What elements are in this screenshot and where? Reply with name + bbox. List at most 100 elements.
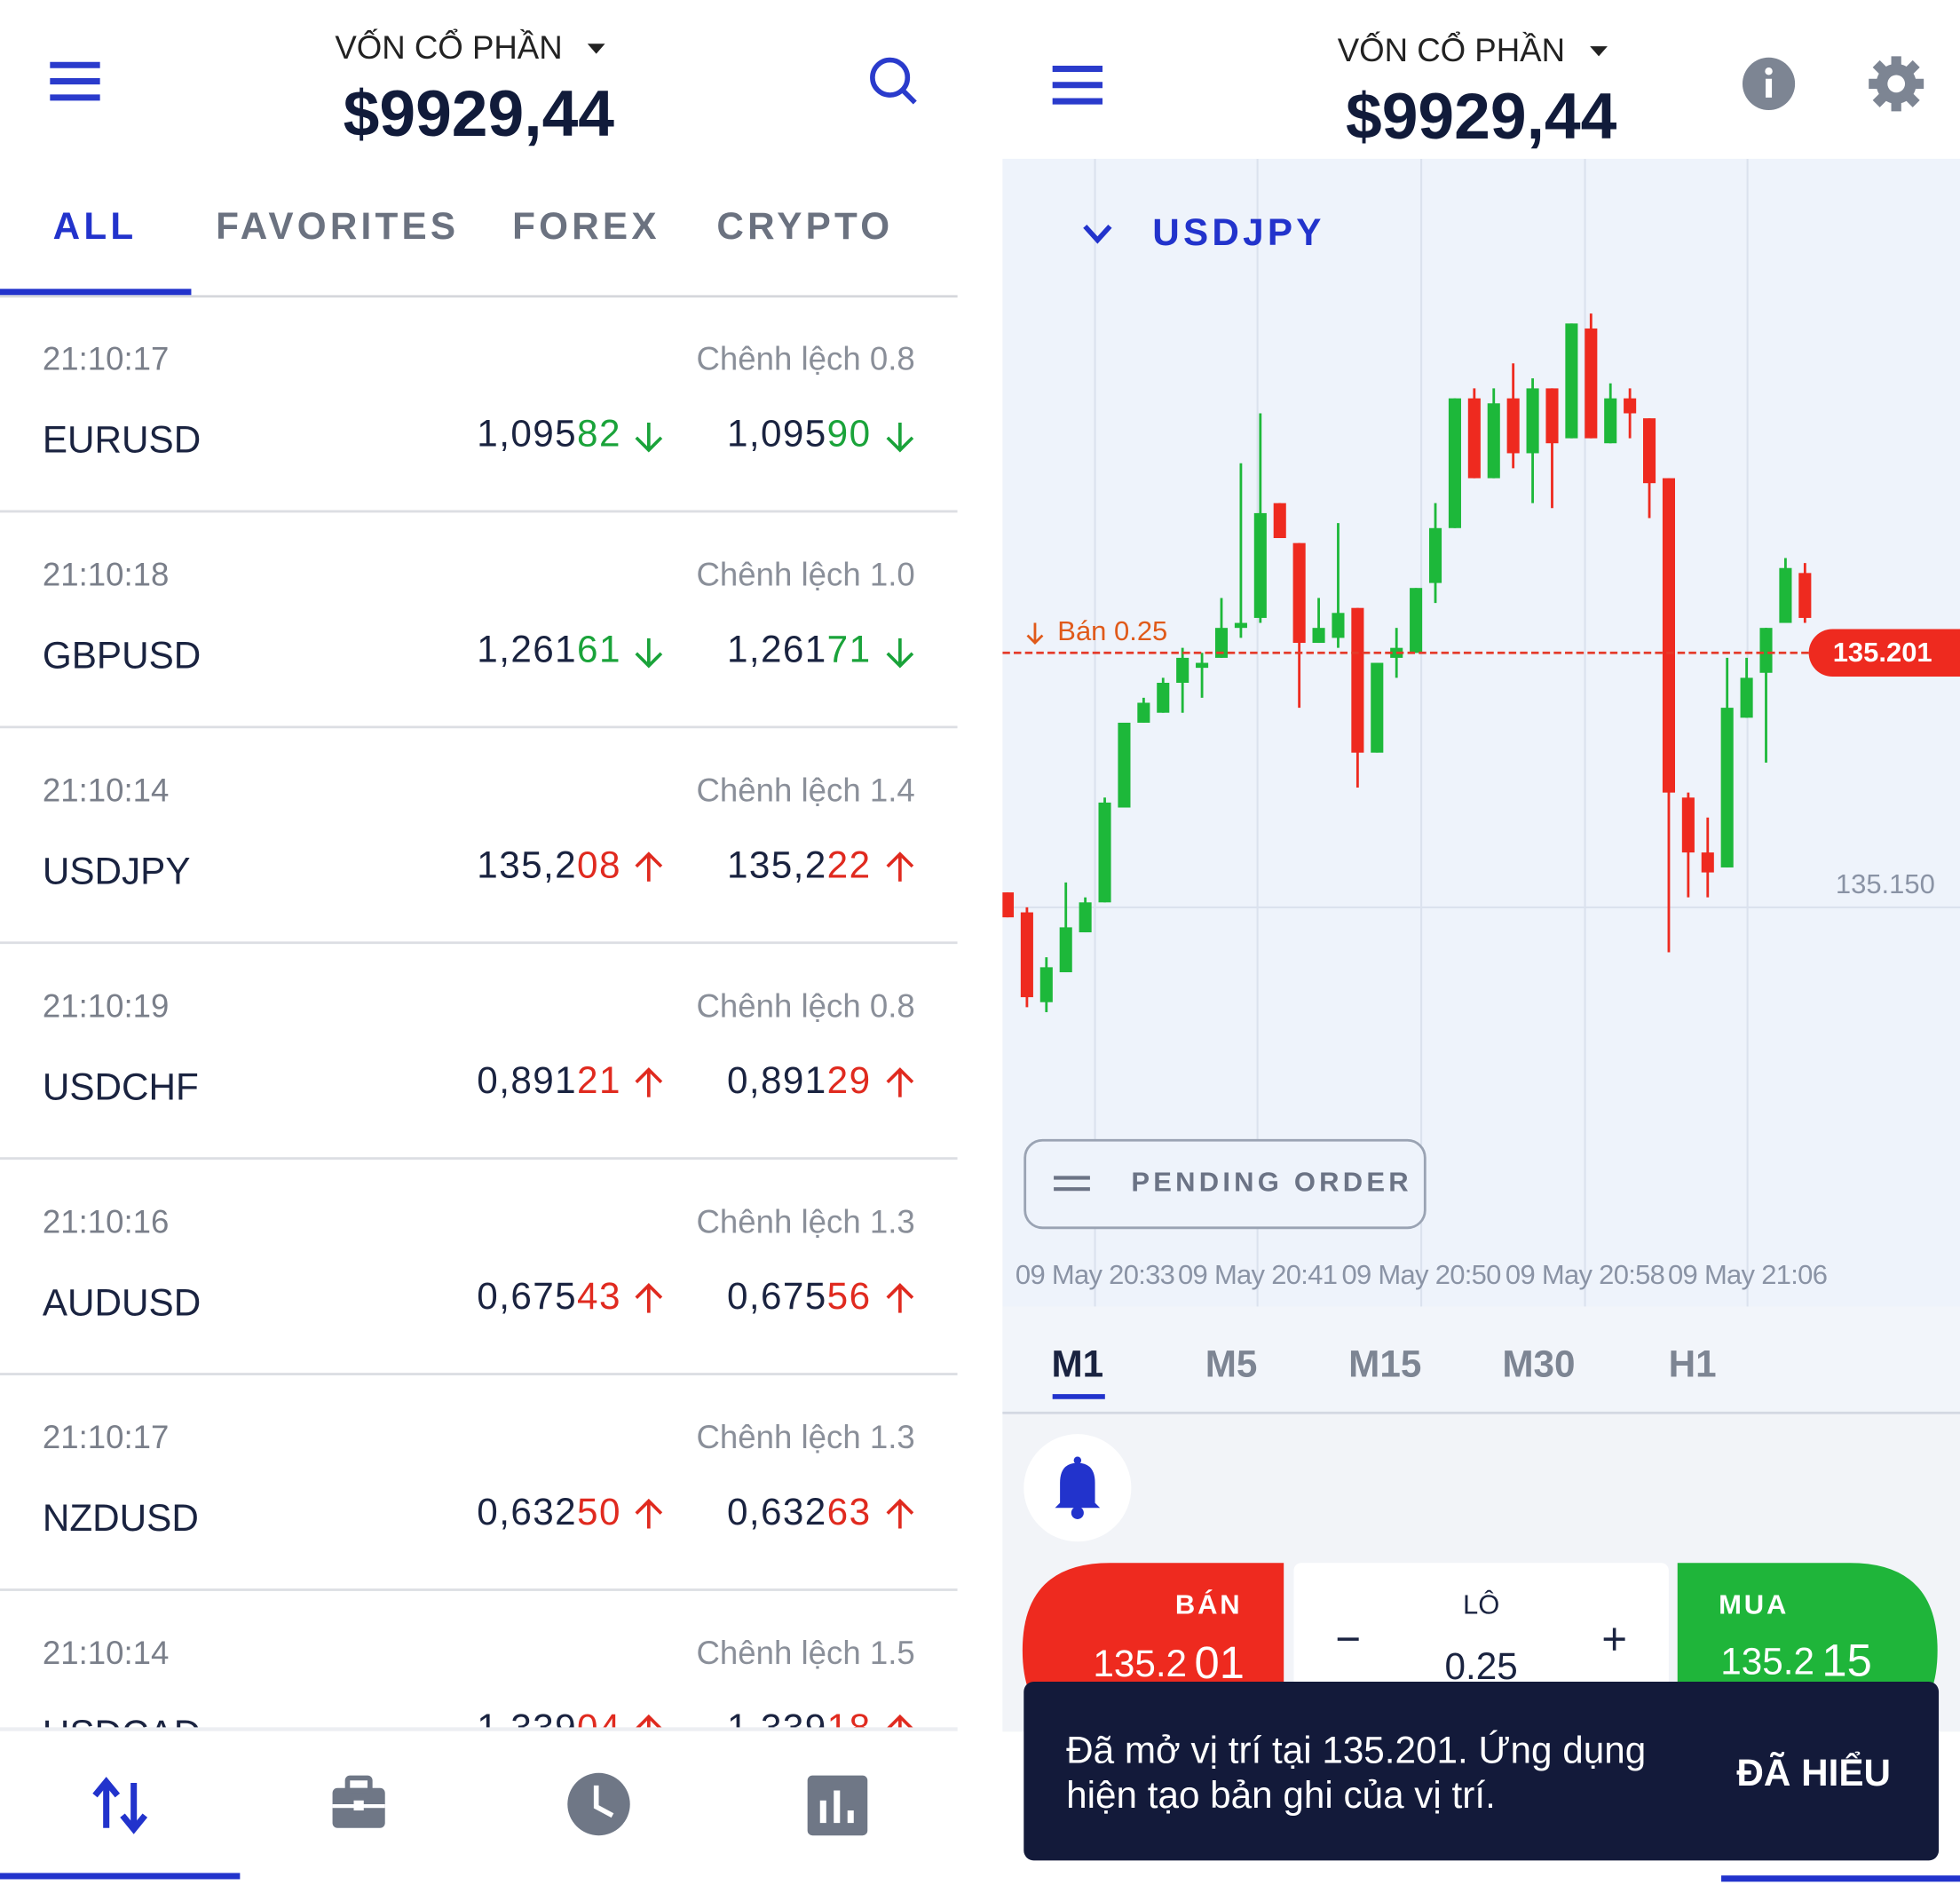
candlestick-chart: 135.150 135.201 Bán 0.25 [1002, 158, 1960, 1307]
pending-order-button[interactable]: PENDING ORDER [1023, 1138, 1427, 1230]
candle-body [1371, 662, 1384, 753]
trend-arrow [635, 1714, 663, 1730]
arrow-head [1026, 634, 1044, 646]
hamburger-menu[interactable] [50, 61, 100, 101]
position-label[interactable]: Bán 0.25 [1057, 615, 1167, 646]
trend-arrow [635, 1067, 663, 1097]
quote-time: 21:10:18 [43, 557, 170, 593]
arrow-head [635, 1067, 663, 1084]
candle-body [1585, 328, 1598, 439]
price-main: 1,261 [727, 629, 827, 670]
tab[interactable]: FAVORITES [216, 205, 459, 247]
candle-body [1487, 403, 1500, 479]
buy-price-pips[interactable]: 15 [1822, 1636, 1871, 1686]
trend-arrow [886, 851, 914, 882]
sell-label[interactable]: BÁN [1175, 1589, 1243, 1620]
tab[interactable]: ALL [53, 205, 138, 247]
candle-body [1002, 892, 1015, 918]
quote-ask: 1,33918 [727, 1707, 872, 1748]
equity-label[interactable]: VỐN CỔ PHẦN [335, 28, 562, 66]
current-price-badge [1808, 629, 1960, 677]
symbol-dropdown[interactable] [1083, 225, 1112, 244]
price-main: 0,891 [477, 1059, 577, 1101]
buy-price[interactable]: 135.2 15 [1720, 1636, 1872, 1686]
price-main: 135,2 [727, 844, 827, 885]
hamburger-menu[interactable] [1052, 65, 1102, 105]
timeframe-tab[interactable]: M15 [1348, 1343, 1421, 1384]
candle-body [1157, 683, 1170, 713]
toast-action[interactable]: ĐÃ HIỂU [1736, 1751, 1891, 1794]
quote-time: 21:10:14 [43, 772, 170, 808]
buy-price-main[interactable]: 135.2 [1720, 1640, 1814, 1682]
nav-stats[interactable] [807, 1775, 868, 1836]
nav-history[interactable] [567, 1772, 630, 1836]
trend-arrow [886, 1067, 914, 1097]
nav-trade[interactable] [92, 1777, 148, 1834]
quote-spread: Chênh lệch 1.3 [696, 1419, 914, 1455]
trend-arrow [635, 1498, 663, 1529]
position-arrow [1026, 622, 1044, 646]
timeframe-tab[interactable]: H1 [1669, 1343, 1717, 1384]
trend-arrow [635, 851, 663, 882]
arrow-head [635, 1283, 663, 1299]
candle-body [1351, 607, 1364, 753]
candle-body [1292, 543, 1306, 644]
toast: Đã mở vị trí tại 135.201. Ứng dụng hiện … [1023, 1682, 1940, 1861]
price-pips: 50 [577, 1491, 621, 1533]
quote-symbol: USDCHF [43, 1065, 199, 1107]
quote-ask: 135,222 [727, 844, 872, 885]
quote-time: 21:10:14 [43, 1635, 170, 1671]
search-button[interactable] [870, 57, 917, 105]
quote-bid: 1,26161 [477, 629, 621, 670]
sell-price[interactable]: 135.2 01 [1093, 1637, 1245, 1688]
info-button[interactable] [1742, 57, 1796, 110]
equity-label[interactable]: VỐN CỔ PHẦN [1338, 30, 1565, 68]
candle-body [1020, 912, 1033, 998]
quote-ask: 0,67556 [727, 1275, 872, 1317]
buy-label[interactable]: MUA [1719, 1589, 1789, 1620]
arrow-head [635, 1714, 663, 1730]
x-tick-label: 09 May 20:33 [1016, 1259, 1174, 1290]
tab[interactable]: CRYPTO [716, 205, 893, 247]
candle-body [1196, 662, 1209, 669]
candle-body [1526, 388, 1539, 454]
timeframe-tabs: M1 M5 M15 M30 H1 [1052, 1343, 1717, 1384]
current-price-label: 135.201 [1833, 637, 1932, 668]
lot-increase[interactable] [1603, 1628, 1625, 1651]
candle-body [1779, 567, 1792, 623]
quote-bid: 1,09582 [477, 413, 621, 455]
price-main: 1,261 [477, 629, 577, 670]
timeframe-tab[interactable]: M5 [1205, 1343, 1258, 1384]
price-main: 0,891 [727, 1059, 827, 1101]
pending-order-label[interactable]: PENDING ORDER [1131, 1167, 1411, 1198]
candle-body [1214, 628, 1229, 658]
timeframe-tab[interactable]: M30 [1502, 1343, 1575, 1384]
dropdown-arrow[interactable] [1590, 46, 1608, 57]
sell-price-pips[interactable]: 01 [1195, 1637, 1245, 1688]
timeframe-tab[interactable]: M1 [1052, 1343, 1104, 1384]
price-main: 1,339 [727, 1707, 827, 1748]
nav-portfolio[interactable] [332, 1775, 385, 1828]
chart-symbol[interactable]: USDJPY [1152, 211, 1324, 253]
arrow-head [886, 1283, 914, 1299]
lot-value[interactable]: 0.25 [1445, 1645, 1518, 1687]
price-main: 1,095 [727, 413, 827, 455]
alert-button[interactable] [1023, 1434, 1132, 1542]
quote-bid: 1,33904 [477, 1707, 621, 1748]
dropdown-arrow[interactable] [587, 44, 605, 54]
settings-button[interactable] [1869, 56, 1924, 112]
quote-spread: Chênh lệch 1.3 [696, 1203, 914, 1240]
price-pips: 18 [827, 1707, 872, 1748]
candle-body [1565, 323, 1578, 439]
tab[interactable]: FOREX [512, 205, 660, 247]
sell-price-main[interactable]: 135.2 [1093, 1643, 1187, 1684]
